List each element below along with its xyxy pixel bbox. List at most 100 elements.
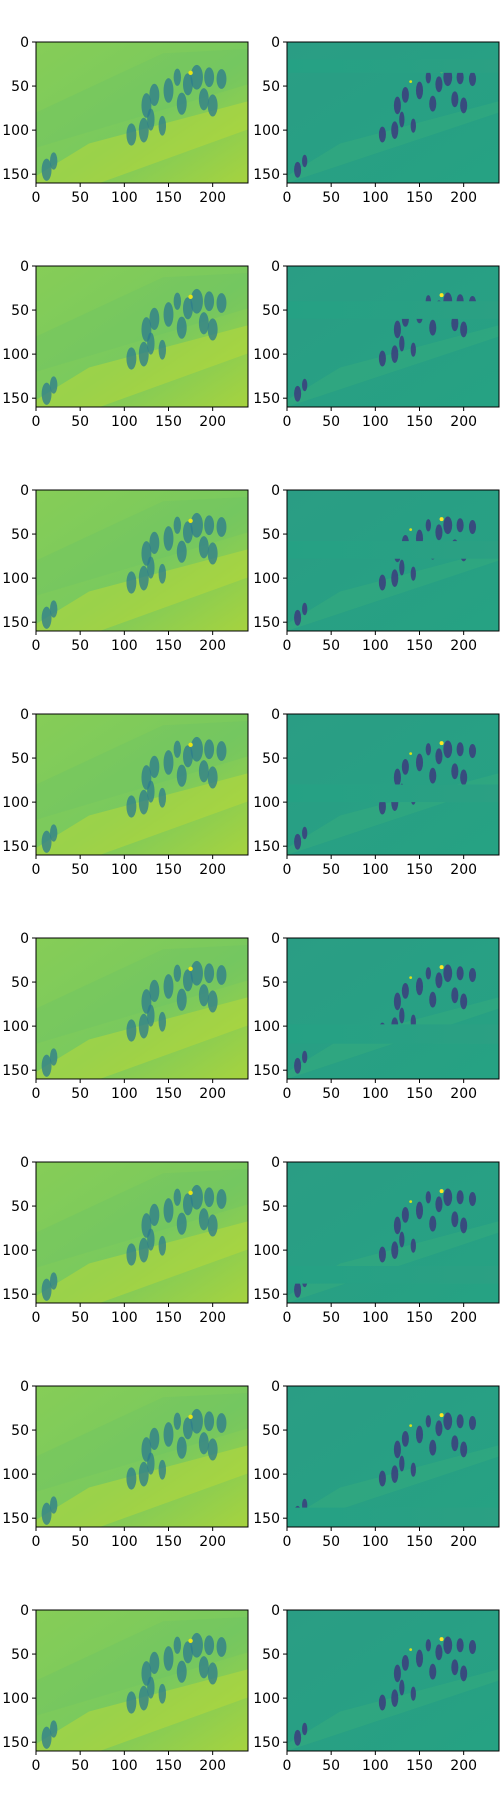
left-panel-2: 0 50 100 150 200 0 50 100 150 bbox=[2, 259, 249, 430]
y-tick-label: 100 bbox=[253, 123, 280, 139]
x-tick-label: 150 bbox=[155, 1534, 182, 1550]
axes-frame bbox=[35, 265, 249, 408]
y-tick-label: 100 bbox=[253, 1467, 280, 1483]
x-tick-label: 50 bbox=[71, 1534, 89, 1550]
x-tick-label: 100 bbox=[111, 1310, 138, 1326]
x-tick-label: 0 bbox=[32, 1310, 41, 1326]
x-tick-label: 50 bbox=[322, 414, 340, 430]
x-tick-label: 50 bbox=[322, 638, 340, 654]
x-tick-label: 50 bbox=[71, 862, 89, 878]
y-tick-label: 150 bbox=[2, 839, 29, 855]
axes-frame bbox=[35, 1385, 249, 1528]
x-tick-label: 0 bbox=[283, 638, 292, 654]
y-tick-label: 150 bbox=[253, 1735, 280, 1751]
y-tick-label: 0 bbox=[271, 1379, 280, 1395]
axes-frame bbox=[286, 41, 500, 184]
axes-frame bbox=[286, 937, 500, 1080]
x-tick-label: 50 bbox=[322, 1534, 340, 1550]
y-tick-label: 0 bbox=[271, 259, 280, 275]
axes-frame bbox=[286, 1609, 500, 1752]
x-tick-label: 0 bbox=[32, 1086, 41, 1102]
x-tick-label: 0 bbox=[283, 414, 292, 430]
y-tick-label: 150 bbox=[253, 1511, 280, 1527]
left-panel-3: 0 50 100 150 200 0 50 100 150 bbox=[2, 483, 249, 654]
x-tick-label: 200 bbox=[199, 862, 226, 878]
x-tick-label: 150 bbox=[155, 1086, 182, 1102]
left-panel-4: 0 50 100 150 200 0 50 100 150 bbox=[2, 707, 249, 878]
y-tick-label: 50 bbox=[11, 79, 29, 95]
axes-frame bbox=[286, 489, 500, 632]
x-tick-label: 200 bbox=[199, 414, 226, 430]
y-tick-label: 50 bbox=[11, 975, 29, 991]
x-tick-label: 150 bbox=[406, 1758, 433, 1774]
right-panel-2: 0 50 100 150 200 0 50 100 150 bbox=[253, 259, 500, 430]
right-panel-5: 0 50 100 150 200 0 50 100 150 bbox=[253, 931, 500, 1102]
x-tick-label: 0 bbox=[283, 1534, 292, 1550]
x-tick-label: 200 bbox=[199, 1534, 226, 1550]
x-tick-label: 50 bbox=[322, 1310, 340, 1326]
heatmap-image bbox=[287, 1162, 499, 1303]
x-tick-label: 200 bbox=[199, 638, 226, 654]
x-tick-label: 100 bbox=[111, 190, 138, 206]
heatmap-image bbox=[287, 1610, 499, 1751]
x-tick-label: 50 bbox=[71, 190, 89, 206]
y-tick-label: 150 bbox=[253, 839, 280, 855]
x-tick-label: 50 bbox=[71, 414, 89, 430]
axes-frame bbox=[286, 713, 500, 856]
x-tick-label: 50 bbox=[322, 862, 340, 878]
heatmap-image bbox=[36, 714, 248, 855]
heatmap-image bbox=[287, 490, 499, 631]
axes-frame bbox=[35, 489, 249, 632]
y-tick-label: 150 bbox=[253, 1063, 280, 1079]
heatmap-image bbox=[287, 714, 499, 855]
x-tick-label: 200 bbox=[450, 414, 477, 430]
x-tick-label: 50 bbox=[71, 1758, 89, 1774]
y-tick-label: 50 bbox=[11, 1199, 29, 1215]
x-tick-label: 150 bbox=[406, 862, 433, 878]
y-tick-label: 0 bbox=[271, 707, 280, 723]
y-tick-label: 150 bbox=[2, 1735, 29, 1751]
y-tick-label: 50 bbox=[262, 1423, 280, 1439]
x-tick-label: 100 bbox=[111, 414, 138, 430]
y-tick-label: 0 bbox=[271, 1603, 280, 1619]
x-tick-label: 100 bbox=[362, 1310, 389, 1326]
x-tick-label: 0 bbox=[283, 1310, 292, 1326]
x-tick-label: 0 bbox=[32, 1534, 41, 1550]
x-tick-label: 100 bbox=[111, 1534, 138, 1550]
left-panel-1: 0 50 100 150 200 0 50 100 150 bbox=[2, 35, 249, 206]
right-panel-8: 0 50 100 150 200 0 50 100 150 bbox=[253, 1603, 500, 1774]
y-tick-label: 50 bbox=[11, 527, 29, 543]
y-tick-label: 100 bbox=[2, 1691, 29, 1707]
x-tick-label: 150 bbox=[155, 862, 182, 878]
x-tick-label: 200 bbox=[199, 1086, 226, 1102]
left-panel-6: 0 50 100 150 200 0 50 100 150 bbox=[2, 1155, 249, 1326]
x-tick-label: 100 bbox=[362, 638, 389, 654]
y-tick-label: 50 bbox=[11, 303, 29, 319]
x-tick-label: 200 bbox=[450, 1758, 477, 1774]
heatmap-image bbox=[287, 266, 499, 407]
y-tick-label: 100 bbox=[2, 795, 29, 811]
axes-frame bbox=[35, 1609, 249, 1752]
heatmap-image bbox=[287, 938, 499, 1079]
y-tick-label: 100 bbox=[2, 1243, 29, 1259]
x-tick-label: 150 bbox=[155, 638, 182, 654]
y-tick-label: 0 bbox=[271, 483, 280, 499]
x-tick-label: 0 bbox=[283, 1758, 292, 1774]
left-panel-7: 0 50 100 150 200 0 50 100 150 bbox=[2, 1379, 249, 1550]
heatmap-image bbox=[36, 42, 248, 183]
x-tick-label: 100 bbox=[362, 190, 389, 206]
y-tick-label: 0 bbox=[20, 1155, 29, 1171]
x-tick-label: 150 bbox=[406, 1534, 433, 1550]
x-tick-label: 150 bbox=[406, 1086, 433, 1102]
axes-frame bbox=[35, 937, 249, 1080]
heatmap-image bbox=[287, 42, 499, 183]
x-tick-label: 0 bbox=[32, 862, 41, 878]
y-tick-label: 50 bbox=[262, 303, 280, 319]
heatmap-image bbox=[36, 1386, 248, 1527]
x-tick-label: 0 bbox=[32, 638, 41, 654]
x-tick-label: 0 bbox=[283, 190, 292, 206]
x-tick-label: 100 bbox=[111, 638, 138, 654]
right-panel-6: 0 50 100 150 200 0 50 100 150 bbox=[253, 1155, 500, 1326]
